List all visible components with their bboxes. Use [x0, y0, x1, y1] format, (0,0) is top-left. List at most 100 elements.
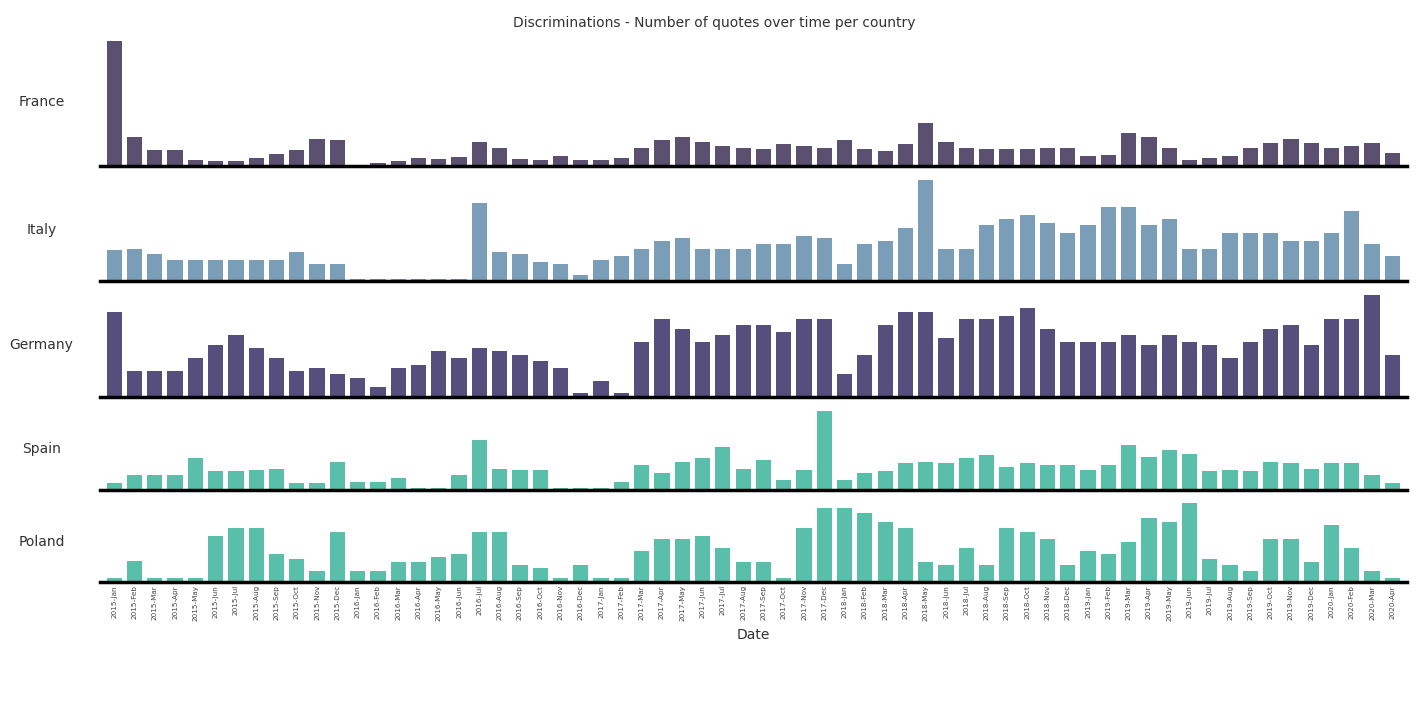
- Bar: [1304, 241, 1319, 282]
- Bar: [127, 136, 141, 166]
- Bar: [513, 470, 527, 490]
- Bar: [654, 539, 670, 582]
- Bar: [147, 254, 163, 282]
- Bar: [127, 475, 141, 490]
- Bar: [1141, 136, 1157, 166]
- Bar: [1182, 160, 1197, 166]
- Bar: [147, 150, 163, 166]
- Bar: [715, 335, 731, 397]
- Bar: [1020, 532, 1035, 582]
- Bar: [614, 393, 628, 397]
- Bar: [533, 568, 548, 582]
- Bar: [1222, 156, 1238, 166]
- Bar: [330, 140, 346, 166]
- Bar: [533, 361, 548, 397]
- Bar: [878, 522, 892, 582]
- Bar: [775, 332, 791, 397]
- Bar: [755, 325, 771, 397]
- Bar: [167, 150, 183, 166]
- Bar: [493, 251, 507, 282]
- Bar: [898, 463, 912, 490]
- Bar: [1242, 233, 1258, 282]
- Bar: [471, 203, 487, 282]
- Bar: [370, 387, 386, 397]
- Bar: [471, 441, 487, 490]
- Bar: [1284, 139, 1298, 166]
- Bar: [735, 469, 751, 490]
- Bar: [167, 260, 183, 282]
- Bar: [431, 279, 447, 282]
- Bar: [1101, 554, 1115, 582]
- Bar: [1304, 345, 1319, 397]
- Bar: [1324, 463, 1339, 490]
- Bar: [451, 157, 467, 166]
- Bar: [1385, 578, 1399, 582]
- Bar: [107, 250, 121, 282]
- Bar: [1365, 143, 1379, 166]
- Bar: [775, 578, 791, 582]
- Bar: [654, 140, 670, 166]
- Bar: [391, 562, 406, 582]
- Bar: [898, 528, 912, 582]
- Bar: [1222, 358, 1238, 397]
- Bar: [1060, 233, 1075, 282]
- Bar: [1262, 329, 1278, 397]
- Bar: [107, 312, 121, 397]
- Bar: [310, 483, 324, 490]
- Bar: [553, 369, 568, 397]
- Bar: [1365, 295, 1379, 397]
- Bar: [411, 158, 426, 166]
- Bar: [288, 371, 304, 397]
- Bar: [310, 369, 324, 397]
- Bar: [107, 578, 121, 582]
- Bar: [1262, 539, 1278, 582]
- Bar: [980, 566, 994, 582]
- Bar: [1020, 150, 1035, 166]
- Bar: [695, 249, 710, 282]
- Bar: [715, 447, 731, 490]
- Bar: [553, 488, 568, 490]
- Bar: [471, 143, 487, 166]
- Bar: [674, 136, 690, 166]
- Bar: [533, 470, 548, 490]
- Bar: [573, 566, 588, 582]
- Bar: [147, 371, 163, 397]
- Bar: [208, 161, 223, 166]
- Bar: [310, 571, 324, 582]
- Text: Discriminations - Number of quotes over time per country: Discriminations - Number of quotes over …: [513, 16, 915, 30]
- Bar: [1344, 146, 1359, 166]
- Bar: [1284, 241, 1298, 282]
- Bar: [1262, 462, 1278, 490]
- Bar: [695, 342, 710, 397]
- Bar: [1222, 470, 1238, 490]
- Bar: [634, 465, 650, 490]
- Bar: [1202, 559, 1218, 582]
- Bar: [248, 528, 264, 582]
- Bar: [350, 482, 366, 490]
- Bar: [330, 532, 346, 582]
- Bar: [167, 475, 183, 490]
- Bar: [878, 151, 892, 166]
- Bar: [1202, 345, 1218, 397]
- Bar: [857, 150, 873, 166]
- Bar: [958, 148, 974, 166]
- Bar: [1161, 335, 1177, 397]
- Bar: [594, 381, 608, 397]
- Bar: [127, 249, 141, 282]
- Bar: [1385, 153, 1399, 166]
- Bar: [1182, 453, 1197, 490]
- Bar: [228, 260, 244, 282]
- Bar: [350, 279, 366, 282]
- Bar: [837, 264, 853, 282]
- Bar: [980, 150, 994, 166]
- Bar: [1020, 309, 1035, 397]
- Bar: [187, 578, 203, 582]
- Bar: [288, 150, 304, 166]
- Bar: [634, 249, 650, 282]
- Bar: [553, 264, 568, 282]
- Bar: [1020, 215, 1035, 282]
- Bar: [1141, 345, 1157, 397]
- Bar: [208, 260, 223, 282]
- Bar: [1161, 219, 1177, 282]
- Bar: [1161, 522, 1177, 582]
